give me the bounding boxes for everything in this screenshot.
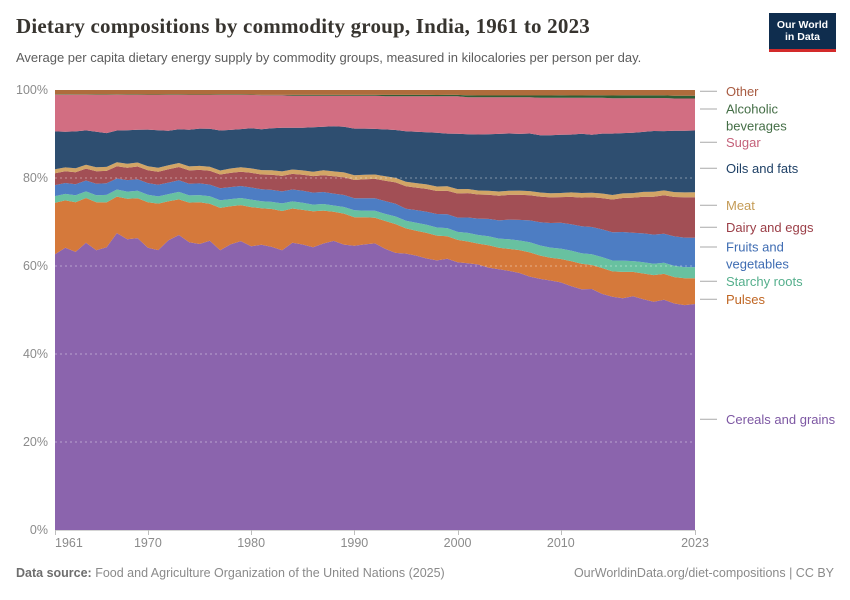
y-axis-label-20: 20% — [22, 435, 48, 449]
data-source-label: Data source: — [16, 566, 92, 580]
legend: Other Alcoholic beverages Sugar Oils and fa… — [700, 0, 850, 560]
x-axis-tick-1980 — [251, 530, 253, 535]
legend-item-cereals-and-grains[interactable]: Cereals and grains — [700, 412, 838, 429]
legend-label: Oils and fats — [726, 160, 799, 176]
x-axis-tick-1990 — [354, 530, 356, 535]
y-axis-label-60: 60% — [22, 259, 48, 273]
area-oils-and-fats — [55, 126, 695, 195]
area-meat — [55, 162, 695, 200]
x-axis-label-2023: 2023 — [681, 536, 709, 550]
legend-label: Fruits and vegetables — [726, 239, 789, 272]
legend-label: Meat — [726, 197, 755, 213]
footer: Data source: Food and Agriculture Organi… — [16, 566, 834, 588]
y-axis-label-0: 0% — [29, 523, 48, 537]
legend-item-oils-and-fats[interactable]: Oils and fats — [700, 161, 838, 178]
data-source-note: Data source: Food and Agriculture Organi… — [16, 566, 445, 580]
legend-label: Starchy roots — [726, 273, 803, 289]
legend-connector — [700, 418, 717, 420]
legend-label: Pulses — [726, 291, 766, 307]
area-starchy-roots — [55, 189, 695, 279]
legend-connector — [700, 298, 717, 300]
legend-item-dairy-and-eggs[interactable]: Dairy and eggs — [700, 220, 838, 237]
legend-item-sugar[interactable]: Sugar — [700, 135, 838, 152]
y-axis-label-100: 100% — [16, 83, 48, 97]
area-dairy-and-eggs — [55, 166, 695, 238]
owid-logo[interactable]: Our World in Data — [769, 13, 836, 52]
legend-connector — [700, 204, 717, 206]
y-axis-label-40: 40% — [22, 347, 48, 361]
legend-connector — [700, 246, 717, 248]
x-axis-label-2010: 2010 — [546, 536, 575, 550]
x-axis-tick-2000 — [457, 530, 459, 535]
legend-label: Other — [726, 83, 759, 99]
x-axis-label-1970: 1970 — [133, 536, 162, 550]
data-source-text: Food and Agriculture Organization of the… — [91, 566, 445, 580]
area-other — [55, 90, 695, 96]
owid-logo-line1: Our World — [776, 19, 829, 31]
legend-connector — [700, 90, 717, 92]
legend-label: Alcoholic beverages — [726, 101, 787, 134]
legend-label: Sugar — [726, 134, 761, 150]
x-axis-label-2000: 2000 — [443, 536, 472, 550]
page-title: Dietary compositions by commodity group,… — [16, 14, 590, 38]
legend-item-meat[interactable]: Meat — [700, 198, 838, 215]
x-axis-label-1980: 1980 — [237, 536, 266, 550]
legend-connector — [700, 280, 717, 282]
x-axis-tick-2023 — [695, 530, 696, 535]
legend-label: Dairy and eggs — [726, 219, 814, 235]
x-axis-tick-1961 — [55, 530, 56, 535]
x-axis-line — [55, 530, 695, 531]
y-axis-label-80: 80% — [22, 171, 48, 185]
area-fruits-and-vegetables — [55, 178, 695, 268]
area-cereals-and-grains — [55, 233, 695, 530]
owid-logo-line2: in Data — [784, 31, 820, 43]
x-axis-label-1990: 1990 — [340, 536, 369, 550]
chart-subtitle: Average per capita dietary energy supply… — [16, 50, 642, 65]
legend-item-starchy-roots[interactable]: Starchy roots — [700, 274, 838, 291]
legend-connector — [700, 141, 717, 143]
area-alcoholic-beverages — [55, 94, 695, 99]
legend-connector — [700, 167, 717, 169]
stacked-area-plot — [55, 90, 695, 530]
legend-item-fruits-and-vegetables[interactable]: Fruits and vegetables — [700, 240, 838, 273]
legend-connector — [700, 226, 717, 228]
area-pulses — [55, 196, 695, 306]
x-axis-tick-1970 — [147, 530, 149, 535]
x-axis-tick-2010 — [560, 530, 562, 535]
legend-item-other[interactable]: Other — [700, 84, 838, 101]
legend-item-pulses[interactable]: Pulses — [700, 292, 838, 309]
credit-link[interactable]: OurWorldinData.org/diet-compositions | C… — [573, 566, 834, 580]
legend-connector — [700, 108, 717, 110]
legend-item-alcoholic-beverages[interactable]: Alcoholic beverages — [700, 102, 838, 135]
legend-label: Cereals and grains — [726, 411, 836, 427]
area-sugar — [55, 94, 695, 136]
x-axis-label-1961: 1961 — [55, 536, 83, 550]
